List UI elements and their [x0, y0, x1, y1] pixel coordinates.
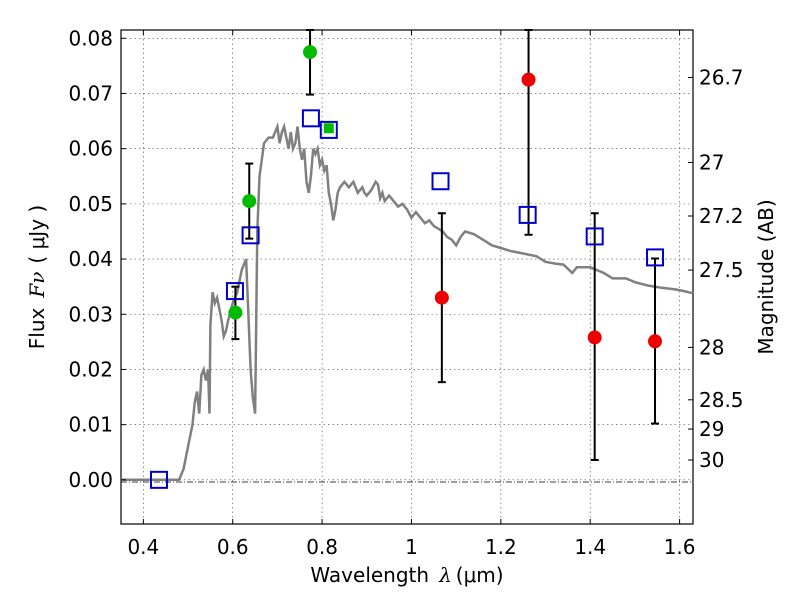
red-detection-point [648, 334, 663, 349]
y-tick-label: 0.01 [68, 413, 113, 437]
green-detection-point [323, 123, 334, 134]
model-square [319, 120, 338, 139]
x-axis-label: Wavelength λ (μm) [310, 563, 503, 587]
plot-frame [120, 29, 694, 525]
model-points [149, 109, 665, 489]
magnitude-tick-label: 27 [699, 150, 724, 174]
x-tick-label: 1.2 [485, 535, 517, 559]
y-tick-label: 0.08 [68, 26, 113, 50]
x-ticks: 0.4 0.6 0.8 1 1.2 1.4 1.6 [127, 30, 696, 559]
magnitude-tick-label: 27.5 [699, 258, 744, 282]
model-square [518, 205, 537, 224]
y-axis-label: FluxFν( μJy ) [25, 205, 49, 349]
y-tick-label: 0.00 [68, 468, 113, 492]
red-detection-point [587, 330, 602, 345]
y-tick-label: 0.04 [68, 247, 113, 271]
sed-curve [121, 121, 694, 482]
model-square [585, 227, 604, 246]
model-square [431, 172, 450, 191]
magnitude-tick-label: 29 [699, 417, 724, 441]
green-detection-point [303, 45, 318, 60]
x-tick-label: 0.4 [127, 535, 159, 559]
grid [121, 30, 693, 524]
model-square [646, 248, 665, 267]
red-detection-point [521, 72, 536, 87]
x-tick-label: 1 [405, 535, 418, 559]
magnitude-axis-label: Magnitude (AB) [754, 199, 778, 354]
magnitude-ticks: 26.7 27 27.2 27.5 28 28.5 29 30 [688, 65, 744, 472]
magnitude-tick-label: 28 [699, 335, 724, 359]
green-detection-point [228, 305, 243, 320]
model-square [301, 109, 320, 128]
y-tick-label: 0.05 [68, 192, 113, 216]
green-detection-point [242, 194, 257, 209]
x-tick-label: 0.8 [306, 535, 338, 559]
model-square [225, 282, 244, 301]
magnitude-tick-label: 30 [699, 448, 724, 472]
red-detection-point [434, 290, 449, 305]
x-tick-label: 1.4 [574, 535, 606, 559]
magnitude-tick-label: 27.2 [699, 204, 744, 228]
magnitude-tick-label: 26.7 [699, 65, 744, 89]
y-ticks: 0.00 0.01 0.02 0.03 0.04 0.05 0.06 0.07 0.08 [68, 26, 126, 492]
y-tick-label: 0.07 [68, 81, 113, 105]
magnitude-tick-label: 28.5 [699, 388, 744, 412]
model-square [149, 470, 168, 489]
y-tick-label: 0.06 [68, 137, 113, 161]
y-tick-label: 0.03 [68, 302, 113, 326]
y-tick-label: 0.02 [68, 357, 113, 381]
model-square [241, 226, 260, 245]
detection-points [228, 45, 663, 349]
x-tick-label: 0.6 [217, 535, 249, 559]
x-tick-label: 1.6 [664, 535, 696, 559]
